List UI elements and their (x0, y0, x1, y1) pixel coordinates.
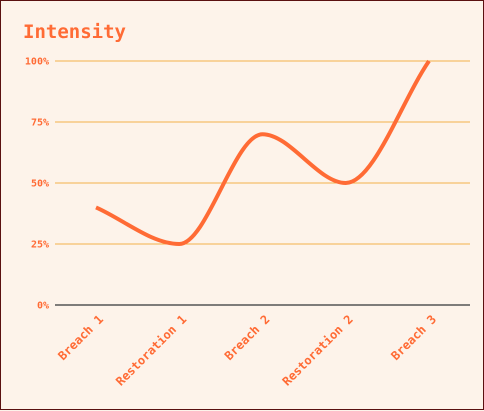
x-tick-label: Breach 1 (55, 312, 106, 363)
gridlines (55, 60, 470, 306)
y-tick-label: 50% (31, 179, 49, 190)
y-axis-ticks: 0% 25% 50% 75% 100% (25, 57, 49, 312)
y-tick-label: 0% (37, 301, 49, 312)
x-tick-label: Restoration 2 (280, 312, 356, 388)
y-tick-label: 25% (31, 240, 49, 251)
x-tick-label: Breach 2 (222, 312, 273, 363)
x-axis-ticks: Breach 1 Restoration 1 Breach 2 Restoration… (55, 312, 439, 388)
chart-title: Intensity (23, 21, 126, 43)
y-tick-label: 100% (25, 57, 49, 68)
series-line (95, 59, 431, 247)
series-layer (95, 59, 431, 247)
x-tick-label: Breach 3 (388, 312, 439, 363)
x-tick-label: Restoration 1 (113, 312, 189, 388)
y-tick-label: 75% (31, 118, 49, 129)
